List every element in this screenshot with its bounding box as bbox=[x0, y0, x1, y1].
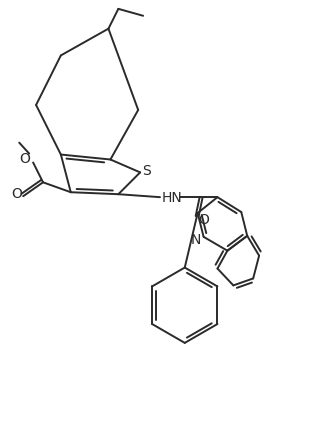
Text: S: S bbox=[142, 164, 151, 178]
Text: O: O bbox=[198, 213, 209, 227]
Text: N: N bbox=[191, 232, 201, 246]
Text: HN: HN bbox=[162, 191, 183, 205]
Text: O: O bbox=[11, 187, 22, 201]
Text: O: O bbox=[20, 151, 31, 165]
